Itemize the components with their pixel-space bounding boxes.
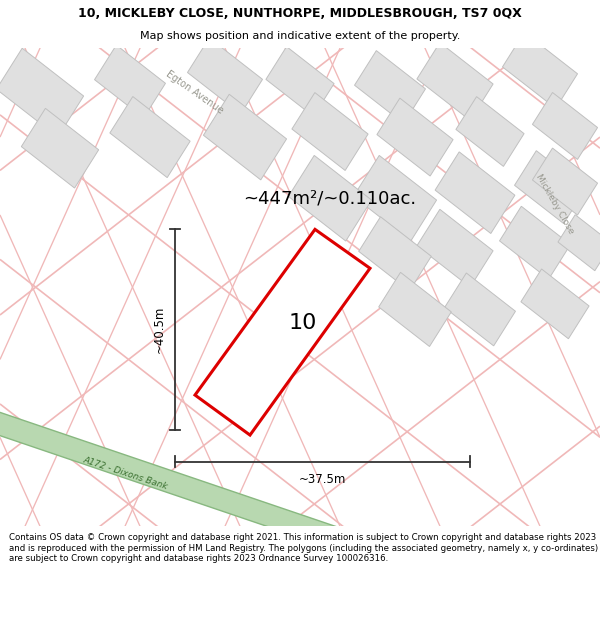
Polygon shape	[379, 272, 451, 346]
Text: Egton Avenue: Egton Avenue	[164, 69, 226, 116]
Polygon shape	[445, 273, 515, 346]
Polygon shape	[187, 38, 263, 114]
Polygon shape	[515, 151, 586, 224]
Polygon shape	[417, 209, 493, 288]
Polygon shape	[532, 92, 598, 159]
Polygon shape	[359, 217, 431, 291]
Polygon shape	[435, 152, 515, 234]
Text: Map shows position and indicative extent of the property.: Map shows position and indicative extent…	[140, 31, 460, 41]
Polygon shape	[502, 32, 578, 108]
Polygon shape	[417, 42, 493, 121]
Polygon shape	[22, 108, 98, 188]
Text: 10: 10	[289, 313, 317, 333]
Polygon shape	[456, 97, 524, 166]
Text: A172 - Dixons Bank: A172 - Dixons Bank	[82, 455, 169, 491]
Polygon shape	[110, 96, 190, 178]
Polygon shape	[532, 148, 598, 215]
Polygon shape	[292, 92, 368, 171]
Polygon shape	[195, 229, 370, 435]
Polygon shape	[558, 215, 600, 271]
Text: Mickleby Close: Mickleby Close	[534, 173, 576, 235]
Polygon shape	[289, 156, 371, 241]
Polygon shape	[377, 98, 453, 176]
Polygon shape	[521, 269, 589, 339]
Polygon shape	[0, 410, 353, 554]
Polygon shape	[0, 48, 83, 137]
Polygon shape	[266, 47, 334, 116]
Text: ~447m²/~0.110ac.: ~447m²/~0.110ac.	[244, 189, 416, 208]
Text: ~37.5m: ~37.5m	[299, 473, 346, 486]
Polygon shape	[500, 206, 571, 279]
Polygon shape	[95, 45, 166, 118]
Text: 10, MICKLEBY CLOSE, NUNTHORPE, MIDDLESBROUGH, TS7 0QX: 10, MICKLEBY CLOSE, NUNTHORPE, MIDDLESBR…	[78, 7, 522, 20]
Polygon shape	[355, 51, 425, 124]
Polygon shape	[353, 156, 437, 241]
Text: Contains OS data © Crown copyright and database right 2021. This information is : Contains OS data © Crown copyright and d…	[9, 533, 598, 563]
Polygon shape	[203, 94, 287, 180]
Text: ~40.5m: ~40.5m	[152, 306, 166, 353]
